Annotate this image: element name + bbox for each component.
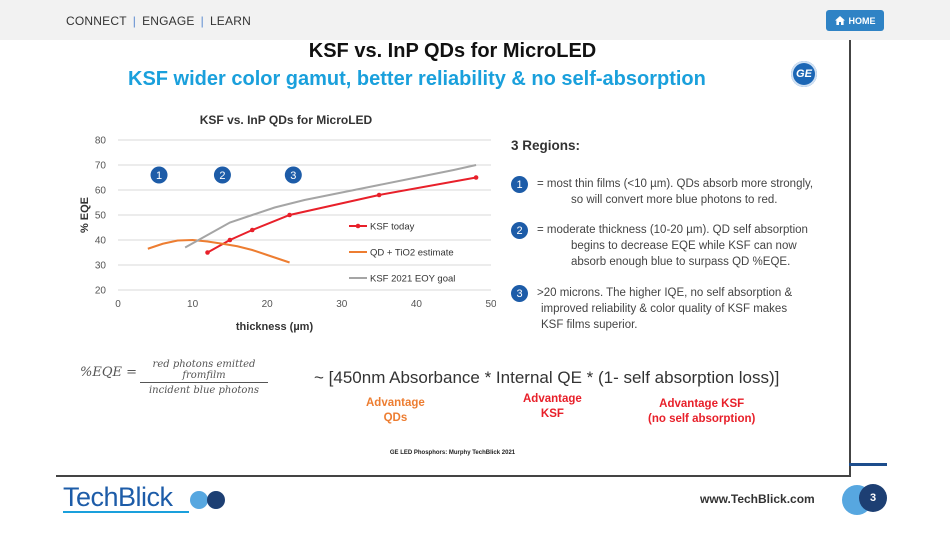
- region-text: absorb enough blue to surpass QD %EQE.: [571, 256, 791, 268]
- page-number: 3: [859, 484, 887, 512]
- y-tick-label: 20: [95, 286, 107, 297]
- advantage-ksf: Advantage KSF: [523, 392, 582, 422]
- x-tick-label: 20: [262, 299, 274, 310]
- region-text: KSF films superior.: [541, 319, 638, 331]
- series-line-2: [147, 238, 290, 264]
- slide-subtitle: KSF wider color gamut, better reliabilit…: [128, 68, 706, 90]
- logo-dots-icon: [190, 491, 225, 509]
- formula-lhs: %EQE =: [80, 365, 138, 380]
- formula-rhs: ~ [450nm Absorbance * Internal QE * (1- …: [314, 368, 780, 387]
- techblick-logo[interactable]: TechBlick: [63, 482, 173, 512]
- regions-heading: 3 Regions:: [511, 138, 581, 153]
- top-nav: CONNECT | ENGAGE | LEARN: [66, 14, 251, 28]
- advantage-line: Advantage: [366, 397, 425, 409]
- region-text: begins to decrease EQE while KSF can now: [571, 240, 797, 252]
- formula-fraction: red photons emitted fromfilm incident bl…: [140, 359, 268, 396]
- advantage-line: QDs: [383, 412, 408, 424]
- advantage-line: KSF: [540, 408, 564, 420]
- region-number: 2: [511, 222, 528, 239]
- nav-separator: |: [132, 14, 137, 28]
- slide: KSF vs. InP QDs for MicroLED KSF wider c…: [56, 40, 851, 477]
- region-marker: [213, 166, 231, 184]
- x-tick-label: 30: [336, 299, 348, 310]
- y-tick-label: 80: [95, 136, 107, 147]
- footer-url[interactable]: www.TechBlick.com: [700, 492, 815, 506]
- regions-panel: 3 Regions: 1 = most thin films (<10 µm).…: [511, 138, 851, 331]
- region-number: 3: [511, 285, 528, 302]
- x-tick-label: 50: [485, 299, 496, 310]
- nav-engage[interactable]: ENGAGE: [142, 14, 195, 28]
- region-marker: [284, 166, 302, 184]
- series-line-3: [184, 164, 477, 249]
- x-tick-label: 40: [411, 299, 423, 310]
- legend-label: KSF 2021 EOY goal: [370, 274, 455, 285]
- y-tick-label: 70: [95, 161, 107, 172]
- formula-numerator: red photons emitted fromfilm: [140, 359, 268, 383]
- data-point: [205, 250, 210, 255]
- region-marker-label: 3: [290, 170, 296, 182]
- nav-separator: |: [200, 14, 204, 28]
- footer-accent-line: [849, 463, 887, 466]
- advantage-line: (no self absorption): [648, 413, 756, 425]
- region-marker: [150, 166, 168, 184]
- logo-underline: [63, 511, 189, 513]
- data-point: [287, 212, 292, 218]
- data-point: [227, 237, 233, 243]
- y-axis-label: % EQE: [79, 197, 91, 233]
- y-tick-label: 30: [95, 261, 107, 272]
- region-number: 1: [511, 176, 528, 193]
- top-bar: CONNECT | ENGAGE | LEARN HOME: [0, 0, 950, 40]
- data-point: [473, 175, 479, 180]
- y-tick-label: 60: [95, 186, 107, 197]
- eqe-formula: %EQE = red photons emitted fromfilm inci…: [80, 359, 268, 396]
- region-text: improved reliability & color quality of …: [541, 303, 788, 315]
- data-point: [249, 227, 255, 233]
- chart-title: KSF vs. InP QDs for MicroLED: [200, 113, 373, 127]
- home-label: HOME: [848, 15, 876, 26]
- x-axis-label: thickness (µm): [236, 321, 314, 333]
- region-text: = most thin films (<10 µm). QDs absorb m…: [537, 178, 814, 190]
- eqe-chart: KSF vs. InP QDs for MicroLED203040506070…: [79, 113, 496, 333]
- x-tick-label: 10: [187, 299, 199, 310]
- region-text: = moderate thickness (10-20 µm). QD self…: [537, 224, 808, 236]
- home-icon: [834, 16, 845, 25]
- nav-learn[interactable]: LEARN: [209, 14, 251, 28]
- legend-label: QD + TiO2 estimate: [370, 248, 454, 259]
- advantage-qds: Advantage QDs: [366, 396, 425, 426]
- formula-denominator: incident blue photons: [148, 385, 259, 396]
- slide-credit: GE LED Phosphors: Murphy TechBlick 2021: [389, 450, 516, 456]
- region-text: so will convert more blue photons to red…: [571, 194, 778, 206]
- ge-logo-icon: GE: [791, 61, 817, 87]
- region-marker-label: 1: [156, 170, 162, 182]
- y-tick-label: 50: [95, 211, 107, 222]
- region-text: >20 microns. The higher IQE, no self abs…: [537, 287, 793, 299]
- legend-marker: [355, 223, 361, 229]
- x-tick-label: 0: [115, 299, 121, 310]
- legend-label: KSF today: [370, 222, 415, 233]
- slide-title: KSF vs. InP QDs for MicroLED: [308, 40, 597, 62]
- advantage-line: Advantage KSF: [659, 398, 745, 410]
- nav-connect[interactable]: CONNECT: [66, 14, 127, 28]
- y-tick-label: 40: [95, 236, 107, 247]
- data-point: [376, 192, 382, 198]
- series-line-1: [207, 176, 477, 254]
- home-button[interactable]: HOME: [826, 10, 884, 31]
- advantage-ksf-no-self-absorption: Advantage KSF (no self absorption): [648, 397, 755, 427]
- advantage-line: Advantage: [523, 393, 582, 405]
- region-marker-label: 2: [219, 170, 225, 182]
